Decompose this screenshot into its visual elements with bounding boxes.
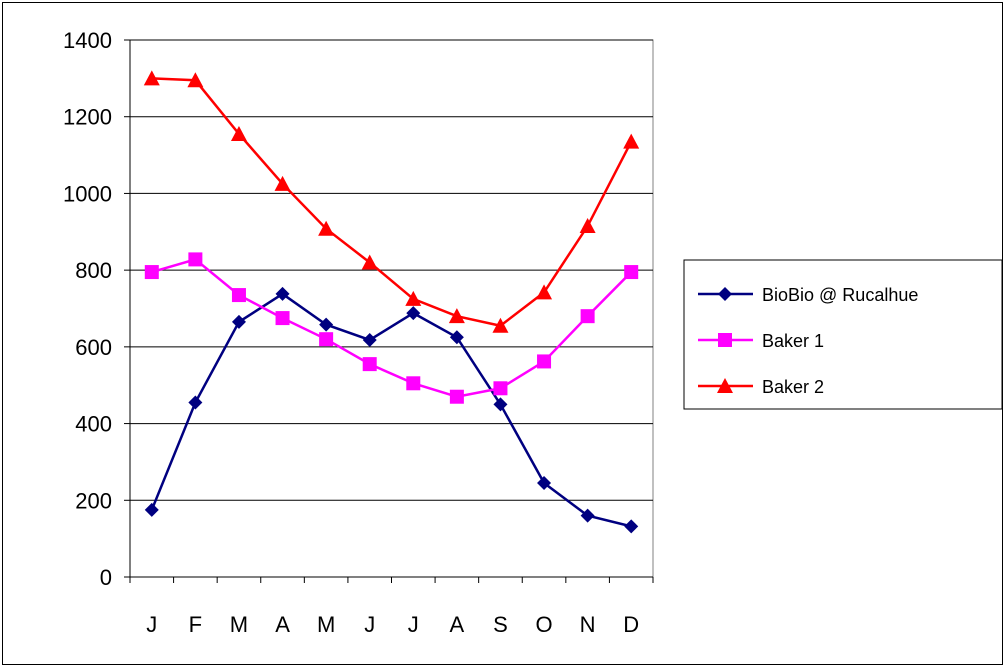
legend-entry: BioBio @ Rucalhue: [698, 285, 918, 305]
data-point: [274, 175, 291, 191]
x-tick-label: A: [275, 612, 290, 637]
legend-marker: [717, 378, 733, 393]
data-point: [275, 286, 290, 301]
legend-marker: [718, 333, 732, 347]
data-point: [318, 220, 335, 236]
series-line: [150, 292, 632, 528]
data-point: [230, 125, 247, 141]
y-tick-label: 200: [75, 488, 112, 513]
x-tick-label: J: [364, 612, 375, 637]
data-point: [319, 332, 334, 347]
data-point: [580, 309, 595, 324]
y-tick-label: 400: [75, 412, 112, 437]
data-point: [362, 357, 377, 372]
data-point: [361, 254, 378, 270]
data-point: [449, 330, 464, 345]
legend-marker: [718, 287, 732, 301]
legend-label: Baker 2: [762, 377, 824, 397]
data-point: [624, 265, 639, 280]
legend: BioBio @ Rucalhue Baker 1 Baker 2: [683, 259, 1003, 410]
x-tick-label: M: [317, 612, 335, 637]
y-tick-label: 1000: [63, 181, 112, 206]
series-line: [151, 77, 633, 328]
y-tick-label: 600: [75, 335, 112, 360]
x-tick-label: D: [623, 612, 639, 637]
x-tick-label: J: [146, 612, 157, 637]
data-point: [319, 317, 334, 332]
plot-area: [129, 39, 654, 578]
data-point: [492, 317, 509, 333]
x-tick-label: M: [230, 612, 248, 637]
data-point: [144, 265, 159, 280]
data-point: [231, 314, 246, 329]
data-point: [493, 381, 508, 396]
x-tick-label: O: [535, 612, 552, 637]
data-point: [144, 502, 159, 517]
series-line: [151, 258, 633, 399]
data-point: [188, 252, 203, 267]
data-point: [493, 397, 508, 412]
y-tick-label: 0: [100, 565, 112, 590]
data-point: [143, 70, 160, 86]
x-tick-label: F: [189, 612, 202, 637]
series-layer: [143, 70, 640, 534]
x-tick-label: J: [408, 612, 419, 637]
axes: [124, 39, 654, 583]
legend-entry: Baker 2: [698, 377, 824, 397]
y-tick-label: 1400: [63, 28, 112, 53]
data-point: [188, 395, 203, 410]
data-point: [362, 332, 377, 347]
series-2: [144, 252, 639, 404]
data-point: [405, 290, 422, 306]
data-point: [449, 389, 464, 404]
x-tick-label: N: [580, 612, 596, 637]
data-point: [579, 218, 596, 234]
legend-box: [683, 259, 1003, 410]
data-point: [406, 306, 421, 321]
data-point: [448, 308, 465, 324]
legend-label: Baker 1: [762, 331, 824, 351]
data-point: [623, 133, 640, 149]
data-point: [537, 476, 552, 491]
legend-label: BioBio @ Rucalhue: [762, 285, 918, 305]
y-tick-label: 800: [75, 258, 112, 283]
data-point: [624, 519, 639, 534]
x-tick-label: S: [493, 612, 508, 637]
x-tick-label: A: [450, 612, 465, 637]
data-point: [537, 354, 552, 369]
y-tick-label: 1200: [63, 105, 112, 130]
legend-items: BioBio @ Rucalhue Baker 1 Baker 2: [698, 285, 918, 397]
data-point: [275, 311, 290, 326]
data-point: [406, 376, 421, 391]
data-point: [187, 72, 204, 88]
legend-entry: Baker 1: [698, 331, 824, 351]
series-1: [144, 286, 639, 534]
y-tick-labels: 0 200 400 600 800 1000 1200 1400: [63, 28, 112, 590]
data-point: [580, 508, 595, 523]
data-point: [231, 288, 246, 303]
series-3: [143, 70, 640, 333]
data-point: [536, 284, 553, 300]
